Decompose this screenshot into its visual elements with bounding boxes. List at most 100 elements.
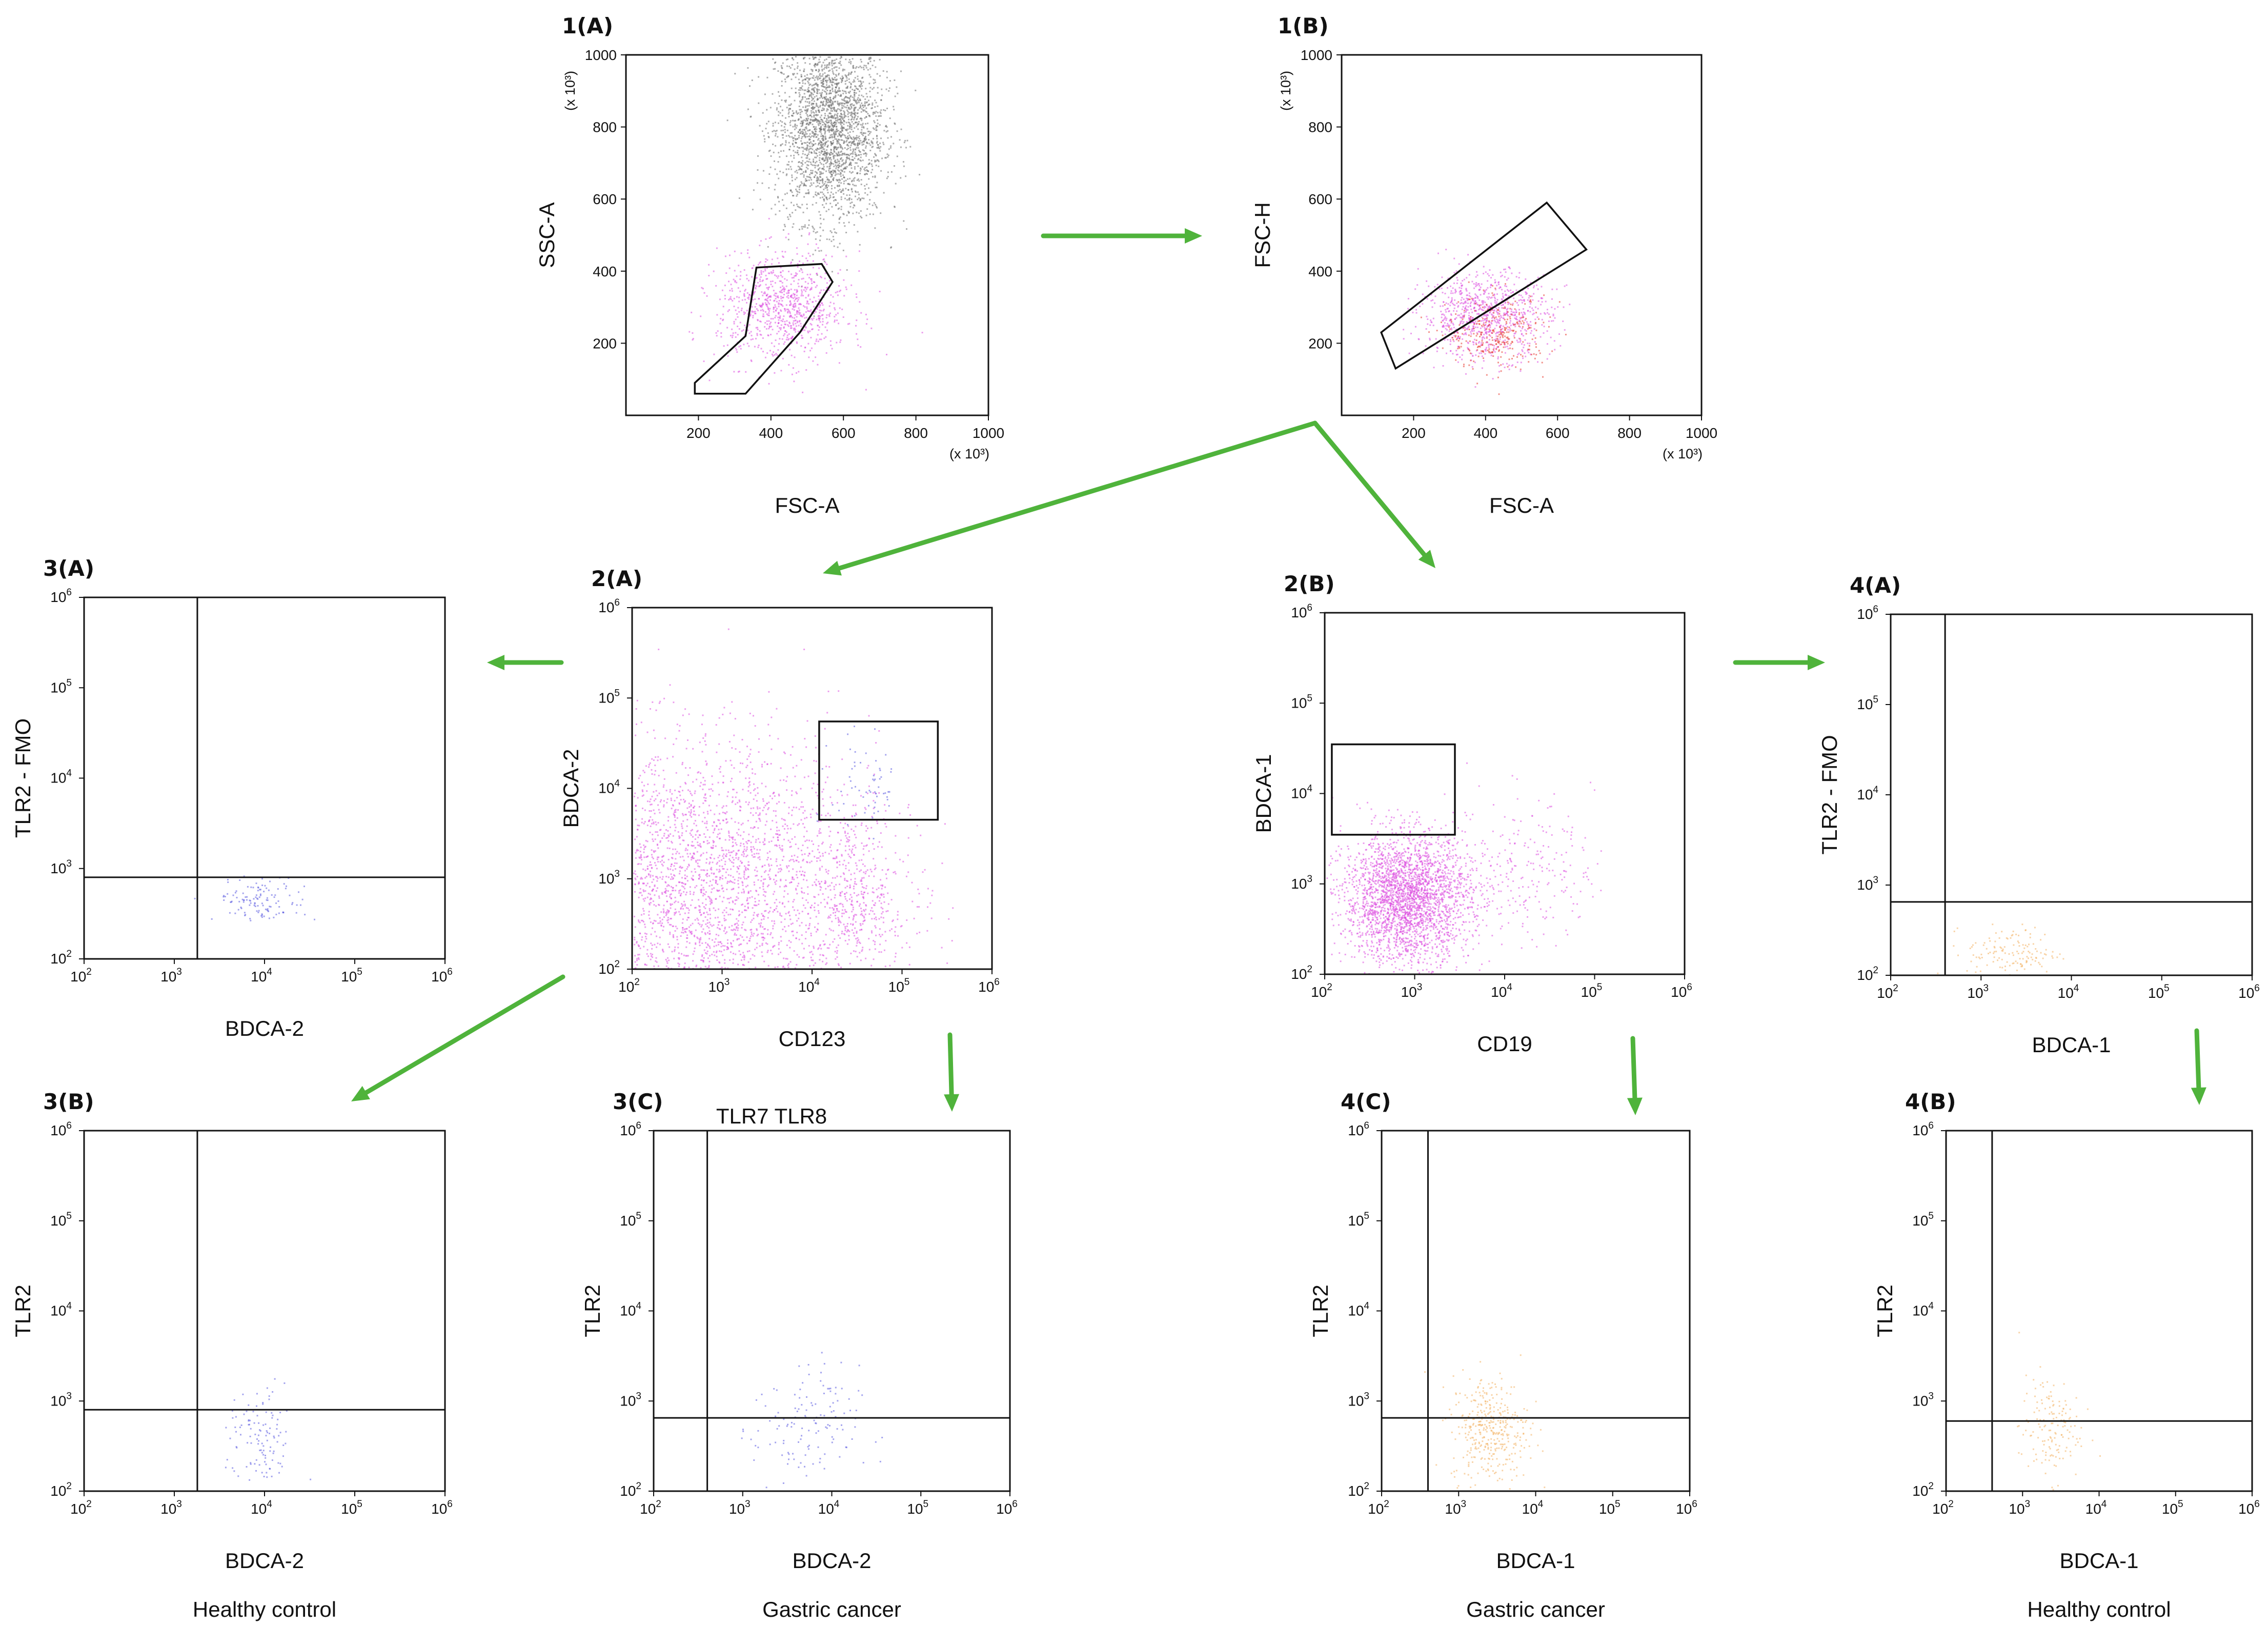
y-tick-label: 105 xyxy=(50,677,72,695)
x-tick-label: 1000 xyxy=(1686,425,1717,441)
y-tick-label: 1000 xyxy=(1301,47,1332,63)
y-tick-label: 106 xyxy=(1291,603,1312,620)
y-tick-label: 105 xyxy=(50,1211,72,1229)
y-tick-label: 102 xyxy=(50,949,72,967)
y-tick-label: 800 xyxy=(1308,119,1332,135)
y-tick-label: 106 xyxy=(50,587,72,605)
events-mDC xyxy=(1937,924,2064,976)
x-tick-label: 104 xyxy=(251,967,272,985)
flow-arrow-head xyxy=(1627,1097,1643,1115)
y-tick-label: 105 xyxy=(1348,1211,1369,1229)
y-axis-label: BDCA-1 xyxy=(1251,754,1275,833)
x-tick-label: 105 xyxy=(341,967,362,985)
x-unit-label: (x 10³) xyxy=(949,446,989,461)
y-tick-label: 104 xyxy=(620,1301,641,1319)
gate-rect xyxy=(818,720,939,821)
y-tick-label: 200 xyxy=(1308,335,1332,351)
x-tick-label: 105 xyxy=(907,1499,928,1517)
y-tick-label: 103 xyxy=(1912,1391,1934,1409)
y-tick-label: 103 xyxy=(1857,875,1878,893)
panel-caption: Healthy control xyxy=(2027,1597,2171,1621)
gate-polygon xyxy=(694,263,834,395)
y-tick-label: 105 xyxy=(1857,694,1878,712)
x-tick-label: 102 xyxy=(70,967,92,985)
flow-arrow-shaft xyxy=(363,974,565,1095)
flow-arrow-shaft xyxy=(1312,420,1427,557)
y-axis-label: TLR2 xyxy=(11,1284,35,1337)
y-axis-label: FSC-H xyxy=(1250,202,1274,268)
x-tick-label: 400 xyxy=(1473,425,1497,441)
y-tick-label: 105 xyxy=(1291,693,1312,711)
y-tick-label: 104 xyxy=(1348,1301,1369,1319)
x-tick-label: 104 xyxy=(1522,1499,1544,1517)
x-axis-label: BDCA-2 xyxy=(225,1549,304,1573)
y-tick-label: 104 xyxy=(1912,1301,1934,1319)
flow-arrow-shaft xyxy=(2194,1028,2201,1090)
y-tick-label: 106 xyxy=(598,597,620,615)
events-CD123-bright xyxy=(792,773,953,969)
flow-arrow-head xyxy=(2191,1087,2206,1105)
y-tick-label: 104 xyxy=(598,778,620,796)
x-axis-label: BDCA-1 xyxy=(1496,1549,1575,1573)
flow-arrow-shaft xyxy=(1630,1036,1637,1100)
events-mDC xyxy=(1424,1354,1546,1490)
y-tick-label: 103 xyxy=(1348,1391,1369,1409)
x-tick-label: 102 xyxy=(70,1499,92,1517)
events-pDC xyxy=(741,1352,883,1489)
panel-title: 3(A) xyxy=(43,556,94,581)
x-tick-label: 800 xyxy=(1617,425,1642,441)
panel-caption: Gastric cancer xyxy=(1466,1597,1605,1621)
y-tick-label: 102 xyxy=(1857,965,1878,983)
panel-caption: Healthy control xyxy=(193,1597,336,1621)
y-tick-label: 104 xyxy=(50,1301,72,1319)
y-tick-label: 105 xyxy=(620,1211,641,1229)
flow-arrow-shaft xyxy=(947,1032,954,1097)
x-tick-label: 102 xyxy=(640,1499,661,1517)
y-tick-label: 103 xyxy=(50,1391,72,1409)
flow-arrow-head xyxy=(1808,655,1825,670)
flow-arrow-head xyxy=(1185,228,1202,244)
events-CD19-positive xyxy=(1423,775,1602,962)
panel-title: 2(B) xyxy=(1284,571,1335,596)
x-tick-label: 102 xyxy=(1368,1499,1389,1517)
flow-arrow-shaft xyxy=(837,420,1318,571)
x-axis-label: FSC-A xyxy=(775,493,840,517)
y-tick-label: 102 xyxy=(598,959,620,977)
x-tick-label: 106 xyxy=(431,1499,453,1517)
plot-1b: 200 400 600 800 1000 200 400 600 800 1000 (x 10³) (… xyxy=(1250,13,1717,517)
x-tick-label: 103 xyxy=(2009,1499,2030,1517)
x-axis-label: BDCA-2 xyxy=(792,1549,871,1573)
x-axis-label: BDCA-1 xyxy=(2059,1549,2138,1573)
x-tick-label: 103 xyxy=(1401,982,1423,1000)
x-tick-label: 103 xyxy=(160,1499,182,1517)
x-tick-label: 105 xyxy=(1599,1499,1621,1517)
x-tick-label: 600 xyxy=(832,425,856,441)
plot-1a: 200 400 600 800 1000 200 400 600 800 1000 (x 10³) (… xyxy=(535,13,1004,517)
y-tick-label: 400 xyxy=(1308,264,1332,279)
x-tick-label: 102 xyxy=(1877,983,1898,1001)
y-tick-label: 105 xyxy=(598,688,620,706)
events-mDC xyxy=(2017,1332,2101,1491)
x-tick-label: 600 xyxy=(1546,425,1570,441)
flow-arrow-head xyxy=(944,1094,960,1112)
x-tick-label: 104 xyxy=(818,1499,840,1517)
y-tick-label: 800 xyxy=(593,119,617,135)
events-CD19-negative xyxy=(1326,762,1521,975)
plot-frame xyxy=(1341,54,1703,416)
x-tick-label: 104 xyxy=(2085,1499,2107,1517)
x-tick-label: 103 xyxy=(160,967,182,985)
y-axis-label: TLR2 - FMO xyxy=(11,718,35,838)
flow-arrow-head xyxy=(1418,550,1435,568)
x-axis-label: BDCA-1 xyxy=(2032,1033,2111,1057)
x-axis-label: BDCA-2 xyxy=(225,1016,304,1040)
events-pDC xyxy=(194,875,315,921)
x-tick-label: 105 xyxy=(1581,982,1603,1000)
events-doublets xyxy=(1420,281,1567,395)
plot-frame xyxy=(1324,612,1686,975)
y-axis-label: TLR2 xyxy=(1308,1284,1332,1337)
x-tick-label: 102 xyxy=(618,977,640,995)
y-unit-label: (x 10³) xyxy=(562,71,578,111)
